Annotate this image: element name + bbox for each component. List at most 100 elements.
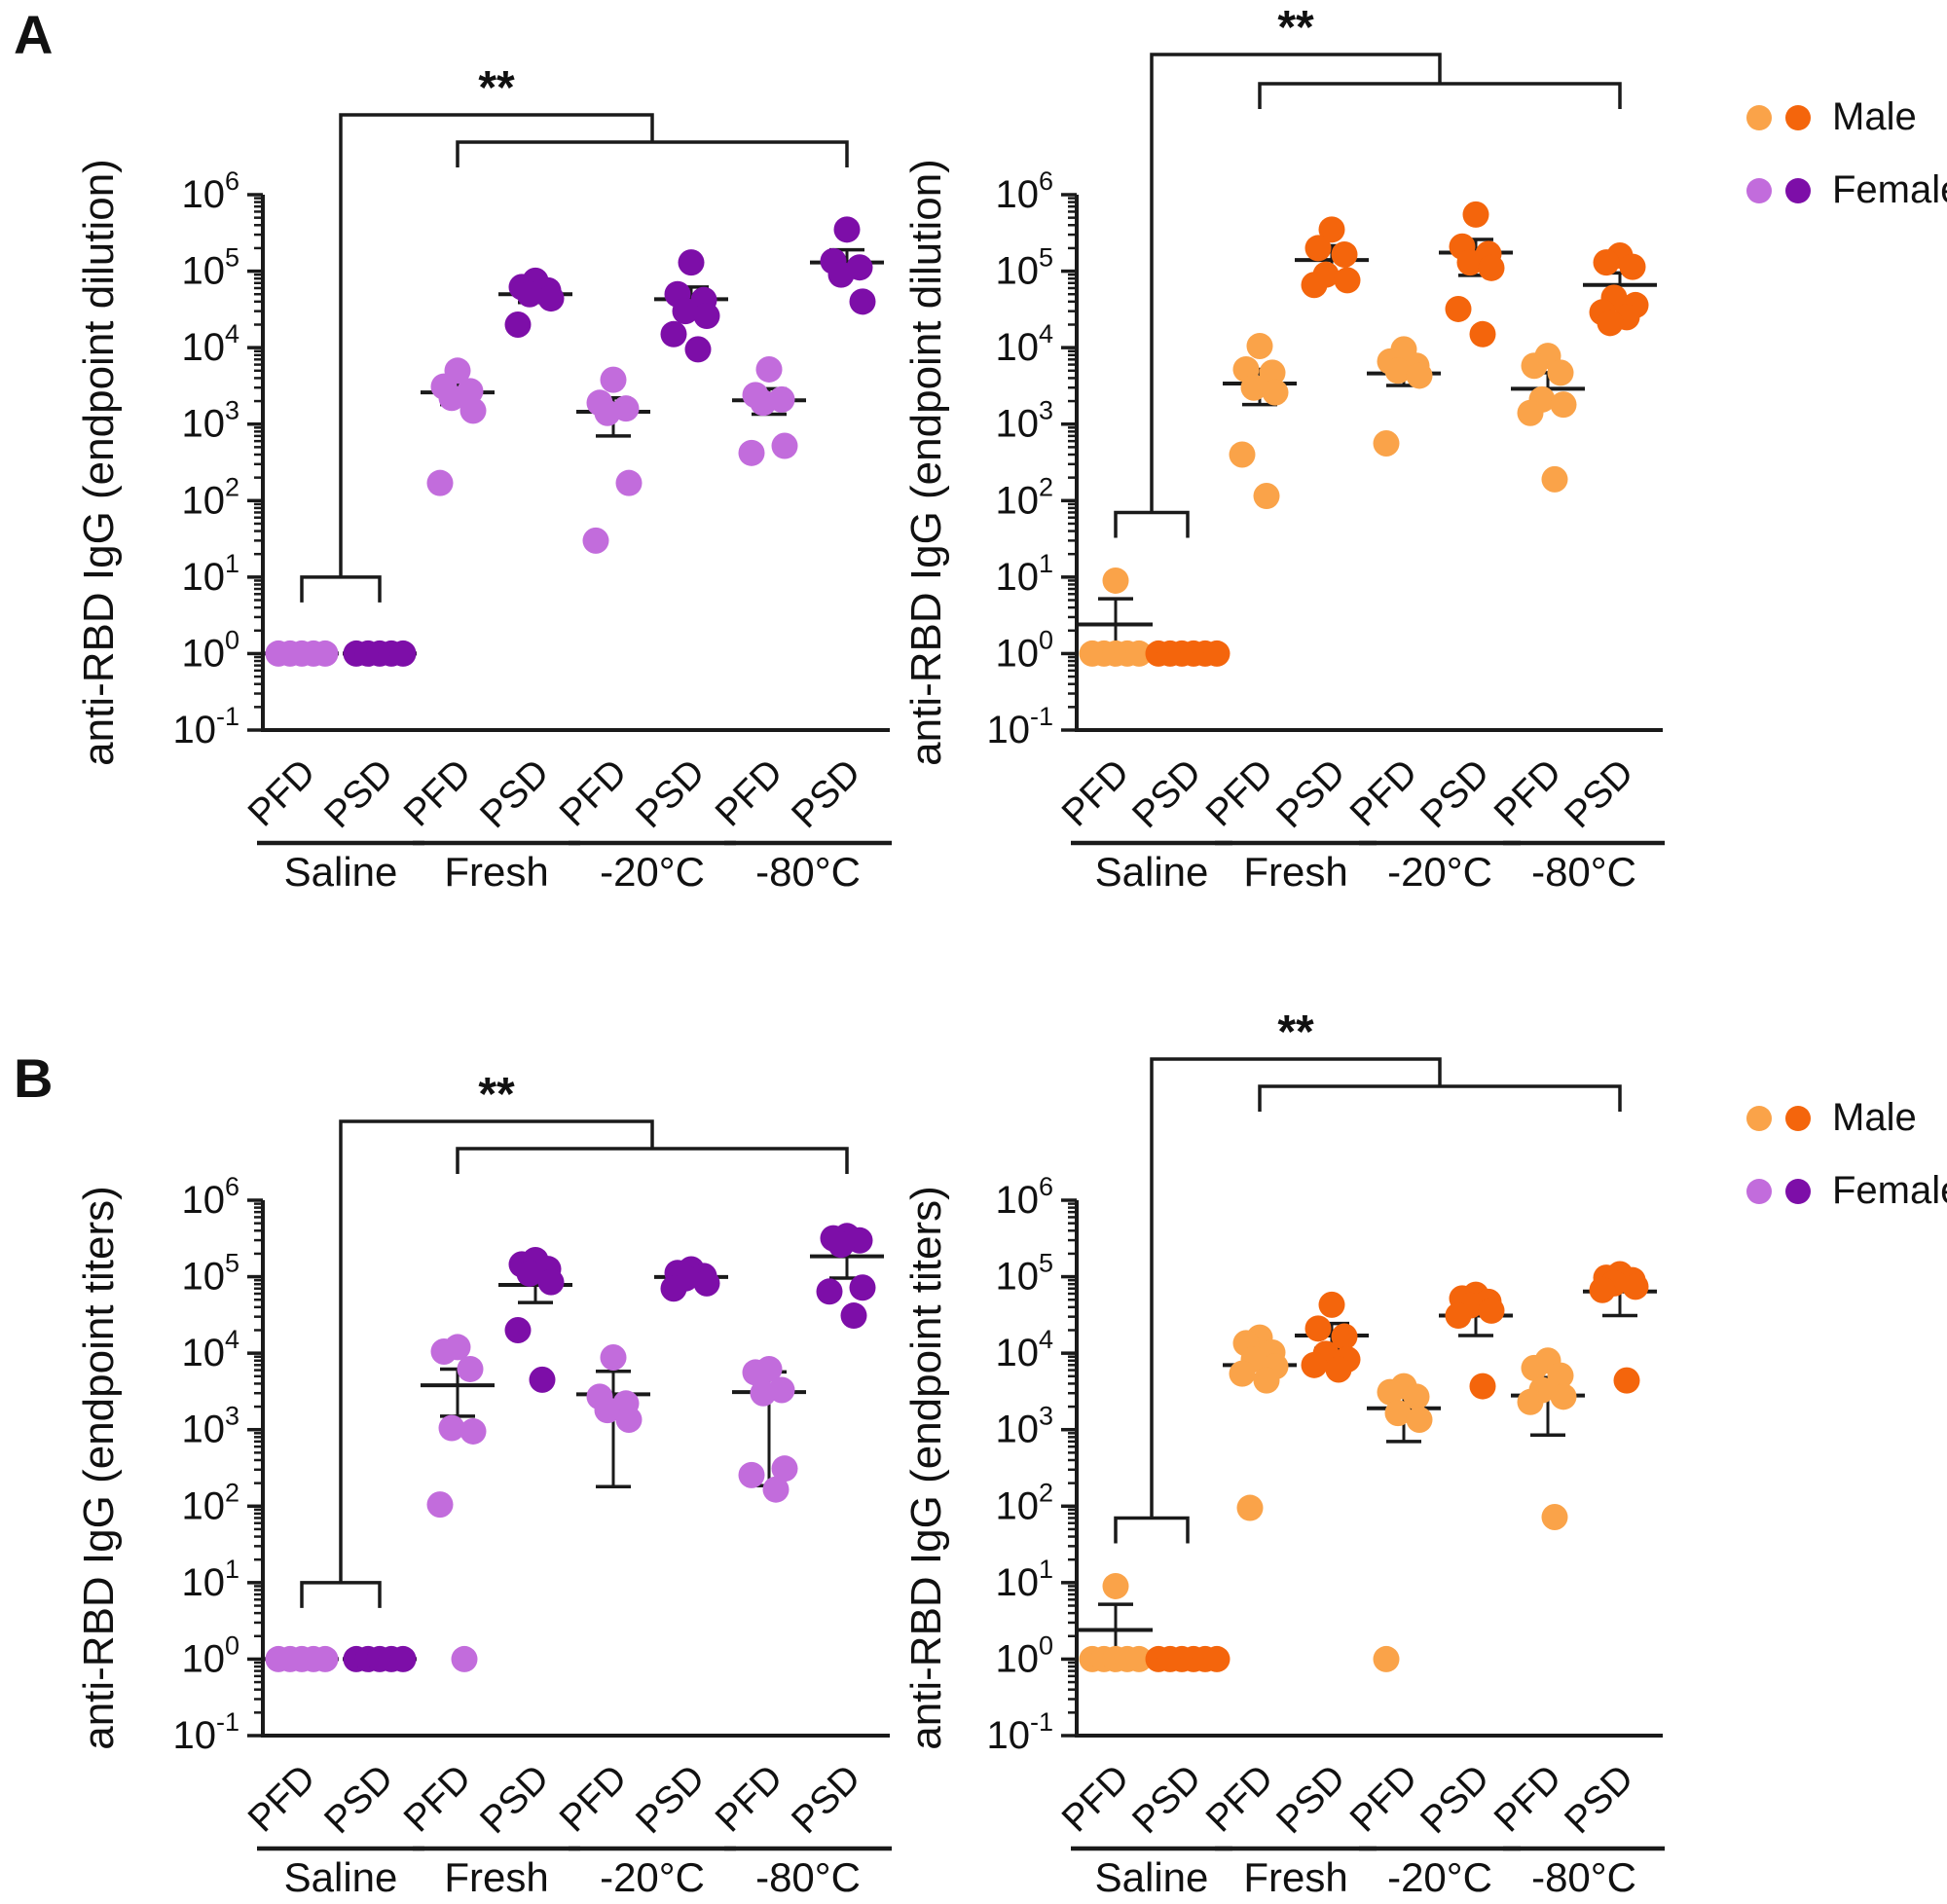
data-point [1462,201,1489,228]
data-point [1384,1400,1412,1427]
y-tick-label: 102 [995,1478,1053,1527]
data-point [1331,1323,1358,1350]
saline-bracket [300,575,382,603]
data-point [1550,391,1577,419]
panel-a-letter: A [14,4,54,65]
data-point [1377,1378,1404,1406]
x-tick-label: PSD [784,1757,868,1842]
data-point [684,336,712,363]
data-point [1456,249,1484,276]
data-point [672,298,699,325]
x-tick-label: PSD [316,1757,401,1842]
data-point [600,366,627,393]
x-tick-label: PSD [1124,751,1209,836]
group-label: Fresh [444,849,548,895]
data-point [1547,359,1574,386]
x-tick-label: PFD [708,751,791,835]
data-point [389,1645,417,1672]
male-dark-dot-icon [1785,1105,1811,1131]
significance-bracket [456,1147,849,1174]
data-point [1203,640,1231,667]
significance-stem [1150,1057,1442,1519]
data-point [1304,1315,1332,1342]
group-label: -20°C [600,1854,705,1900]
x-tick-label: PSD [472,751,557,836]
data-point [529,1366,556,1393]
group-label: -80°C [755,849,861,895]
data-point [660,1275,687,1302]
data-point [1125,1645,1153,1672]
y-tick-label: 100 [181,1630,239,1680]
y-tick-label: 101 [181,549,239,599]
data-point [438,384,465,412]
data-point [1304,235,1332,262]
x-tick-label: PFD [1487,751,1570,835]
group-label: -20°C [1387,1854,1492,1900]
y-tick-label: 102 [995,472,1053,522]
y-tick-label: 105 [995,1249,1053,1299]
x-tick-label: PFD [1198,1757,1282,1841]
data-point [1229,1360,1256,1387]
legend-male-label: Male [1832,1096,1917,1139]
data-point [504,311,532,338]
legend-row-b: Male Female [1746,1096,1947,1242]
male-dark-dot-icon [1785,104,1811,130]
data-point [1478,1297,1505,1324]
x-tick-label: PFD [1054,751,1138,835]
y-axis-title: anti-RBD IgG (endpoint dilution) [902,159,950,766]
data-point [762,1476,790,1503]
legend-male-row: Male [1746,95,1947,139]
male-light-dot-icon [1746,1105,1772,1131]
data-point [1597,310,1624,337]
data-point [1240,374,1267,401]
y-tick-label: 102 [181,472,239,522]
y-tick-label: 103 [181,396,239,446]
group-label: -80°C [755,1854,861,1900]
group-label: -20°C [600,849,705,895]
y-tick-label: 10-1 [172,702,239,751]
x-tick-label: PSD [1557,1757,1641,1842]
data-point [1541,1503,1568,1530]
significance-stem [1150,53,1442,513]
legend-row-a: Male Female [1746,95,1947,241]
x-tick-label: PFD [396,751,480,835]
significance-stars: ** [1277,2,1314,54]
x-tick-label: PFD [396,1757,480,1841]
x-tick-label: PFD [1198,751,1282,835]
y-tick-label: 100 [995,625,1053,675]
data-point [750,389,777,417]
legend-male-label: Male [1832,95,1917,138]
data-point [426,469,454,496]
x-tick-label: PFD [1487,1757,1570,1841]
data-point [459,1417,487,1445]
significance-bracket [1258,1084,1622,1112]
y-tick-label: 104 [181,1325,239,1374]
data-point [537,285,565,312]
x-tick-label: PSD [472,1757,557,1842]
saline-bracket [1114,510,1190,538]
male-light-dot-icon [1746,104,1772,130]
data-point [1373,1645,1400,1672]
x-tick-label: PSD [628,751,713,836]
x-tick-label: PSD [1557,751,1641,836]
y-axis-title: anti-RBD IgG (endpoint dilution) [75,159,123,766]
data-point [1521,352,1548,380]
x-tick-label: PSD [1268,1757,1353,1842]
significance-bracket [1258,82,1622,109]
data-point [693,1269,720,1297]
group-label: Fresh [444,1854,548,1900]
y-tick-label: 104 [181,319,239,369]
data-point [594,399,621,426]
x-tick-label: PFD [552,1757,636,1841]
data-point [1301,272,1328,299]
data-point [1203,1645,1231,1672]
data-point [582,527,609,554]
female-dark-dot-icon [1785,177,1811,203]
data-point [1325,1356,1352,1383]
group-label: Saline [284,1854,398,1900]
data-point [678,249,705,276]
x-tick-label: PSD [1413,1757,1497,1842]
y-tick-label: 103 [995,396,1053,446]
y-tick-label: 102 [181,1478,239,1527]
